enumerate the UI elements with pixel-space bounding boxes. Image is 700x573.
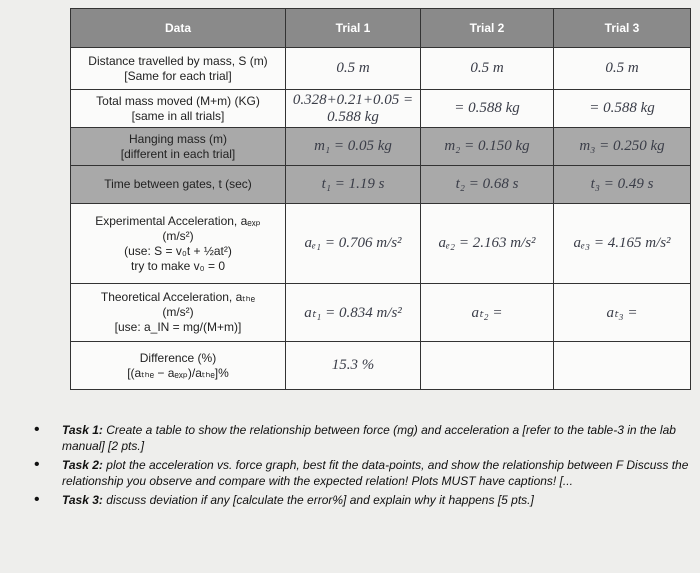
label-line: [same in all trials]	[131, 108, 225, 123]
trial-cell: aₜ₂ =	[420, 283, 554, 342]
header-cell: Data	[70, 8, 286, 48]
label-line: (use: S = v₀t + ½at²)	[124, 243, 232, 258]
trial-cell: 0.328+0.21+0.05 = 0.588 kg	[285, 89, 421, 128]
handwritten-value: aₑ₁ = 0.706 m/s²	[304, 235, 402, 251]
label-line: Experimental Acceleration, aₑₓₚ	[95, 213, 261, 228]
label-line: Hanging mass (m)	[128, 131, 228, 146]
trial-cell: m₂ = 0.150 kg	[420, 127, 554, 166]
handwritten-value: t₁ = 1.19 s	[321, 176, 385, 192]
handwritten-value: aₑ₂ = 2.163 m/s²	[438, 235, 536, 251]
label-line: Distance travelled by mass, S (m)	[88, 53, 268, 68]
table-row: Theoretical Acceleration, aₜₕₑ (m/s²) [use…	[70, 283, 691, 342]
task-text: plot the acceleration vs. force graph, b…	[62, 458, 689, 488]
handwritten-value: 15.3 %	[331, 357, 375, 373]
task-item: Task 2: plot the acceleration vs. force …	[30, 457, 700, 489]
handwritten-value: = 0.588 kg	[454, 100, 520, 116]
table-row: Total mass moved (M+m) (KG) [same in all …	[70, 89, 691, 128]
handwritten-value: aₜ₁ = 0.834 m/s²	[304, 305, 402, 321]
handwritten-value: m₁ = 0.05 kg	[314, 138, 392, 154]
row-label: Hanging mass (m) [different in each trial…	[70, 127, 286, 166]
row-label: Theoretical Acceleration, aₜₕₑ (m/s²) [use…	[70, 283, 286, 342]
row-label: Time between gates, t (sec)	[70, 165, 286, 204]
label-line: Total mass moved (M+m) (KG)	[96, 93, 260, 108]
handwritten-value: t₂ = 0.68 s	[455, 176, 519, 192]
row-label: Distance travelled by mass, S (m) [Same f…	[70, 47, 286, 90]
label-line: Theoretical Acceleration, aₜₕₑ	[100, 290, 256, 304]
handwritten-value: t₃ = 0.49 s	[590, 176, 654, 192]
table-row: Distance travelled by mass, S (m) [Same f…	[70, 47, 691, 90]
label-line: (m/s²)	[162, 228, 194, 243]
task-list: Task 1: Create a table to show the relat…	[30, 422, 700, 511]
trial-cell: aₜ₁ = 0.834 m/s²	[285, 283, 421, 342]
trial-cell: t₂ = 0.68 s	[420, 165, 554, 204]
table-row: Hanging mass (m) [different in each trial…	[70, 127, 691, 166]
data-table: Data Trial 1 Trial 2 Trial 3 Distance trave…	[70, 8, 691, 390]
table-body: Distance travelled by mass, S (m) [Same f…	[70, 47, 691, 390]
task-label: Task 1:	[62, 423, 103, 437]
handwritten-value: 0.5 m	[605, 60, 639, 76]
trial-cell: 0.5 m	[420, 47, 554, 90]
trial-cell: 15.3 %	[285, 341, 421, 390]
row-label: Difference (%) [(aₜₕₑ − aₑₓₚ)/aₜₕₑ]%	[70, 341, 286, 390]
trial-cell: aₑ₂ = 2.163 m/s²	[420, 203, 554, 284]
trial-cell	[420, 341, 554, 390]
trial-cell	[553, 341, 691, 390]
row-label: Total mass moved (M+m) (KG) [same in all …	[70, 89, 286, 128]
trial-cell: t₁ = 1.19 s	[285, 165, 421, 204]
handwritten-value: aₜ₃ =	[606, 305, 638, 321]
header-cell: Trial 3	[553, 8, 691, 48]
task-item: Task 3: discuss deviation if any [calcul…	[30, 492, 700, 508]
label-line: [different in each trial]	[120, 146, 236, 161]
handwritten-value: m₃ = 0.250 kg	[579, 138, 665, 154]
table-row: Difference (%) [(aₜₕₑ − aₑₓₚ)/aₜₕₑ]% 15.3 …	[70, 341, 691, 390]
handwritten-value: 0.5 m	[336, 60, 370, 76]
task-label: Task 3:	[62, 493, 103, 507]
handwritten-value: aₑ₃ = 4.165 m/s²	[573, 235, 671, 251]
task-item: Task 1: Create a table to show the relat…	[30, 422, 700, 454]
label-line: [use: a_IN = mg/(M+m)]	[114, 320, 242, 334]
label-line: Time between gates, t (sec)	[104, 177, 252, 191]
label-line: [Same for each trial]	[124, 68, 232, 83]
table-row: Time between gates, t (sec) t₁ = 1.19 s t₂…	[70, 165, 691, 204]
trial-cell: aₑ₁ = 0.706 m/s²	[285, 203, 421, 284]
trial-cell: = 0.588 kg	[420, 89, 554, 128]
label-line: (m/s²)	[162, 305, 194, 319]
handwritten-value: m₂ = 0.150 kg	[444, 138, 530, 154]
task-text: Create a table to show the relationship …	[62, 423, 676, 453]
label-line: Difference (%)	[139, 350, 217, 365]
header-cell: Trial 1	[285, 8, 421, 48]
trial-cell: = 0.588 kg	[553, 89, 691, 128]
label-line: try to make v₀ = 0	[130, 258, 225, 273]
trial-cell: aₜ₃ =	[553, 283, 691, 342]
handwritten-value: aₜ₂ =	[471, 305, 503, 321]
trial-cell: t₃ = 0.49 s	[553, 165, 691, 204]
trial-cell: m₃ = 0.250 kg	[553, 127, 691, 166]
label-line: [(aₜₕₑ − aₑₓₚ)/aₜₕₑ]%	[127, 365, 229, 380]
header-cell: Trial 2	[420, 8, 554, 48]
task-text: discuss deviation if any [calculate the …	[106, 493, 534, 507]
row-label: Experimental Acceleration, aₑₓₚ (m/s²) (us…	[70, 203, 286, 284]
trial-cell: 0.5 m	[285, 47, 421, 90]
handwritten-value: = 0.588 kg	[589, 100, 655, 116]
handwritten-value: 0.328+0.21+0.05 = 0.588 kg	[292, 91, 414, 125]
task-label: Task 2:	[62, 458, 103, 472]
trial-cell: m₁ = 0.05 kg	[285, 127, 421, 166]
trial-cell: aₑ₃ = 4.165 m/s²	[553, 203, 691, 284]
header-row: Data Trial 1 Trial 2 Trial 3	[70, 8, 691, 48]
trial-cell: 0.5 m	[553, 47, 691, 90]
table-row: Experimental Acceleration, aₑₓₚ (m/s²) (us…	[70, 203, 691, 284]
handwritten-value: 0.5 m	[470, 60, 504, 76]
